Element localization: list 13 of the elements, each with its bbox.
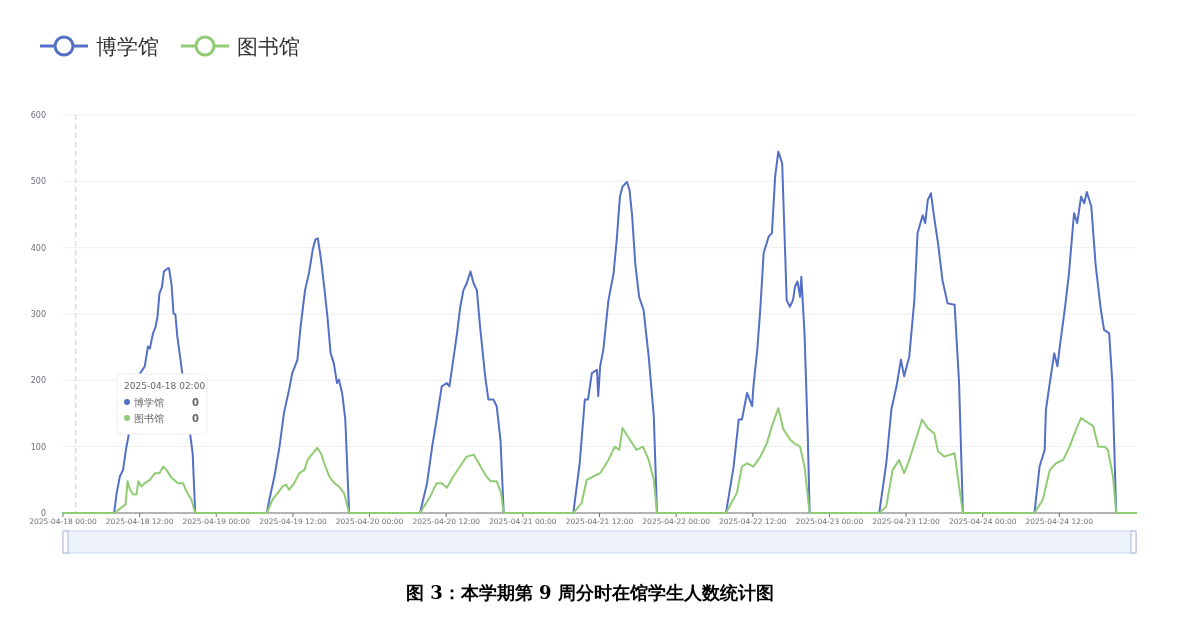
- y-tick-label: 200: [30, 376, 46, 386]
- legend-label: 图书馆: [237, 35, 300, 59]
- text: 图书馆 0: [134, 413, 199, 424]
- y-tick-label: 100: [30, 442, 46, 452]
- legend-label: 博学馆: [96, 35, 159, 59]
- text: 博学馆 0: [134, 397, 199, 408]
- y-tick-label: 600: [30, 111, 46, 120]
- y-tick-label: 500: [30, 177, 46, 187]
- y-tick-label: 400: [30, 243, 46, 253]
- y-tick-label: 0: [40, 509, 46, 518]
- annotation: 2025-04-18 02:00: [124, 381, 206, 391]
- y-tick-label: 300: [30, 310, 46, 319]
- caption: 图 3：本学期第 9 周分时在馆学生人数统计图: [406, 582, 774, 603]
